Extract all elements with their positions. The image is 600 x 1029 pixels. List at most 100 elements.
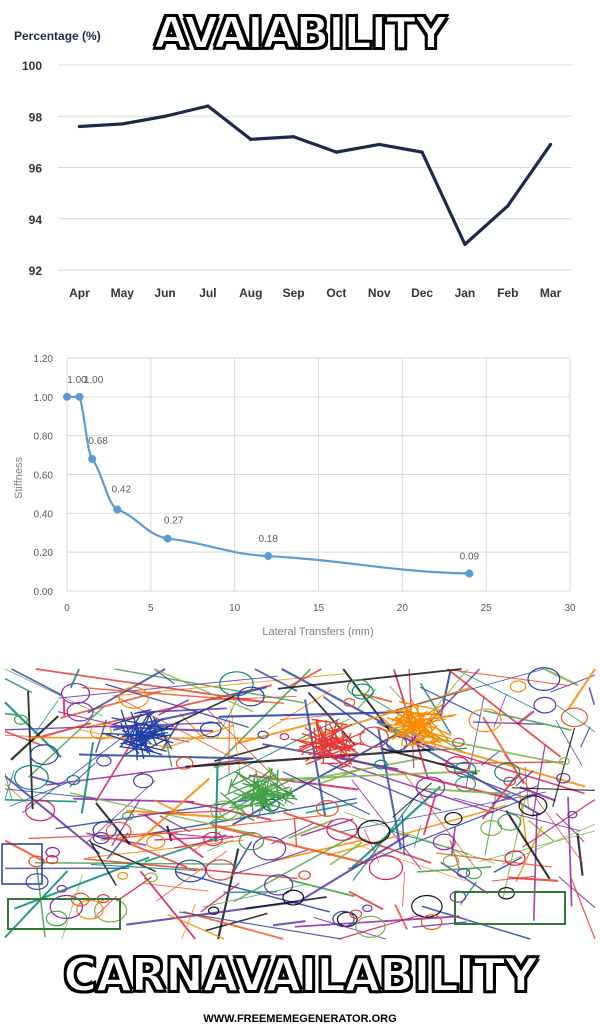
scribble-stroke-198 — [351, 785, 442, 869]
c2-x-tick-3: 15 — [313, 603, 325, 614]
scribble-loop-41 — [13, 714, 28, 725]
scribble-stroke-38 — [493, 856, 523, 874]
scribble-stroke-202 — [115, 696, 271, 779]
scribble-stroke-18 — [4, 770, 15, 800]
c2-y-tick-1: 0.20 — [34, 548, 54, 559]
scribble-stroke-219 — [450, 826, 456, 857]
c1-y-tick-labels: 92 94 96 98 100 — [22, 59, 42, 278]
c1-x-tick-9: Jan — [455, 286, 476, 300]
c2-x-tick-0: 0 — [64, 603, 70, 614]
scribble-stroke-254 — [282, 771, 370, 815]
scribble-stroke-235 — [184, 800, 272, 821]
scribble-stroke-137 — [88, 839, 117, 886]
scribble-stroke-215 — [303, 699, 327, 818]
c1-x-tick-0: Apr — [69, 286, 90, 300]
scribble-stroke-71 — [419, 686, 481, 717]
scribble-loop-24 — [359, 726, 389, 748]
scribble-stroke-92 — [389, 685, 404, 702]
scribble-stroke-253 — [416, 866, 492, 873]
scribble-loop-14 — [105, 821, 132, 841]
scribble-cluster-2-55 — [397, 707, 410, 723]
meme-bottom-caption: CARNAVAILABILITY — [62, 947, 538, 1003]
scribble-cluster-1-58 — [258, 793, 267, 804]
scribble-loop-6 — [374, 759, 388, 770]
scribble-stroke-238 — [155, 850, 227, 902]
scribble-loop-61 — [282, 889, 305, 906]
scribble-stroke-41 — [307, 691, 356, 746]
scribble-loop-79 — [257, 730, 269, 740]
c1-point-2 — [163, 114, 167, 118]
scribble-stroke-176 — [479, 830, 596, 862]
c2-point-6 — [465, 569, 474, 578]
scribble-stroke-185 — [277, 668, 462, 690]
scribble-stroke-220 — [181, 903, 196, 940]
scribble-loop-20 — [89, 723, 112, 740]
scribble-loop-7 — [96, 755, 112, 767]
scribble-stroke-141 — [550, 674, 596, 693]
scribble-stroke-245 — [392, 782, 433, 818]
c2-y-tick-labels: 0.00 0.20 0.40 0.60 0.80 1.00 1.20 — [34, 354, 54, 598]
scribble-stroke-90 — [14, 856, 150, 910]
c1-gridlines — [58, 64, 572, 271]
scribble-loop-50 — [420, 914, 443, 931]
scribble-loop-54 — [351, 683, 374, 700]
scribble-stroke-143 — [179, 911, 342, 940]
scribble-stroke-242 — [78, 753, 254, 760]
c2-gridlines — [66, 357, 571, 592]
c1-x-tick-8: Dec — [411, 286, 433, 300]
scribble-stroke-89 — [576, 833, 584, 876]
scribble-stroke-208 — [300, 686, 471, 742]
scribble-stroke-52 — [87, 839, 244, 859]
scribble-loop-65 — [497, 813, 522, 831]
c2-point-2 — [88, 454, 97, 463]
scribble-cluster-3-10 — [311, 718, 348, 726]
scribble-box-hatched — [1, 843, 43, 885]
c2-x-tick-1: 5 — [148, 603, 154, 614]
c2-x-tick-5: 25 — [481, 603, 493, 614]
scribble-stroke-134 — [160, 720, 181, 751]
c2-data-label-4: 0.27 — [164, 516, 184, 527]
scribble-cluster-3-43 — [337, 737, 341, 740]
scribble-cluster-3-19 — [305, 741, 362, 766]
scribble-stroke-228 — [503, 754, 584, 864]
scribble-stroke-221 — [511, 787, 596, 791]
scribble-stroke-172 — [376, 726, 586, 788]
scribble-loop-28 — [559, 757, 570, 766]
scribble-loop-56 — [118, 686, 149, 709]
scribble-loop-86 — [175, 756, 194, 770]
scribble-cluster-2-34 — [392, 710, 440, 716]
scribble-loop-80 — [146, 834, 166, 849]
c2-data-label-5: 0.18 — [258, 534, 278, 545]
scribble-lines — [1, 667, 596, 940]
c1-x-tick-6: Oct — [326, 286, 346, 300]
c2-y-tick-6: 1.20 — [34, 354, 54, 365]
scribble-stroke-150 — [455, 668, 542, 713]
scribble-stroke-117 — [579, 726, 591, 748]
scribble-stroke-222 — [4, 678, 33, 694]
scribble-loop-49 — [444, 811, 463, 826]
scribble-cluster-3-58 — [331, 736, 353, 749]
scribble-stroke-231 — [493, 694, 507, 728]
scribble-loop-85 — [518, 795, 548, 817]
scribble-loop-48 — [451, 737, 465, 748]
scribble-loop-11 — [25, 799, 56, 822]
scribble-loop-31 — [332, 910, 355, 928]
c2-y-tick-2: 0.40 — [34, 509, 54, 520]
c2-y-axis-label: Stiffness — [13, 457, 25, 499]
scribble-loop-27 — [60, 682, 91, 705]
c2-y-tick-3: 0.60 — [34, 471, 54, 482]
scribble-stroke-162 — [91, 863, 197, 872]
c1-point-4 — [249, 137, 253, 141]
scribble-loop-51 — [49, 894, 84, 920]
c1-x-tick-labels: Apr May Jun Jul Aug Sep Oct Nov Dec Jan Feb Mar — [69, 286, 562, 300]
scribble-cluster-0-34 — [122, 742, 163, 756]
scribble-cluster-2-13 — [386, 709, 406, 718]
c1-y-tick-2: 96 — [29, 162, 43, 176]
scribble-cluster-0-14 — [139, 715, 151, 735]
c2-data-label-0: 1.00 — [67, 375, 87, 386]
scribble-cluster-1-59 — [284, 787, 293, 805]
c1-x-tick-10: Feb — [497, 286, 518, 300]
scribble-loop-64 — [210, 800, 238, 821]
scribble-cluster-2-52 — [386, 717, 420, 727]
